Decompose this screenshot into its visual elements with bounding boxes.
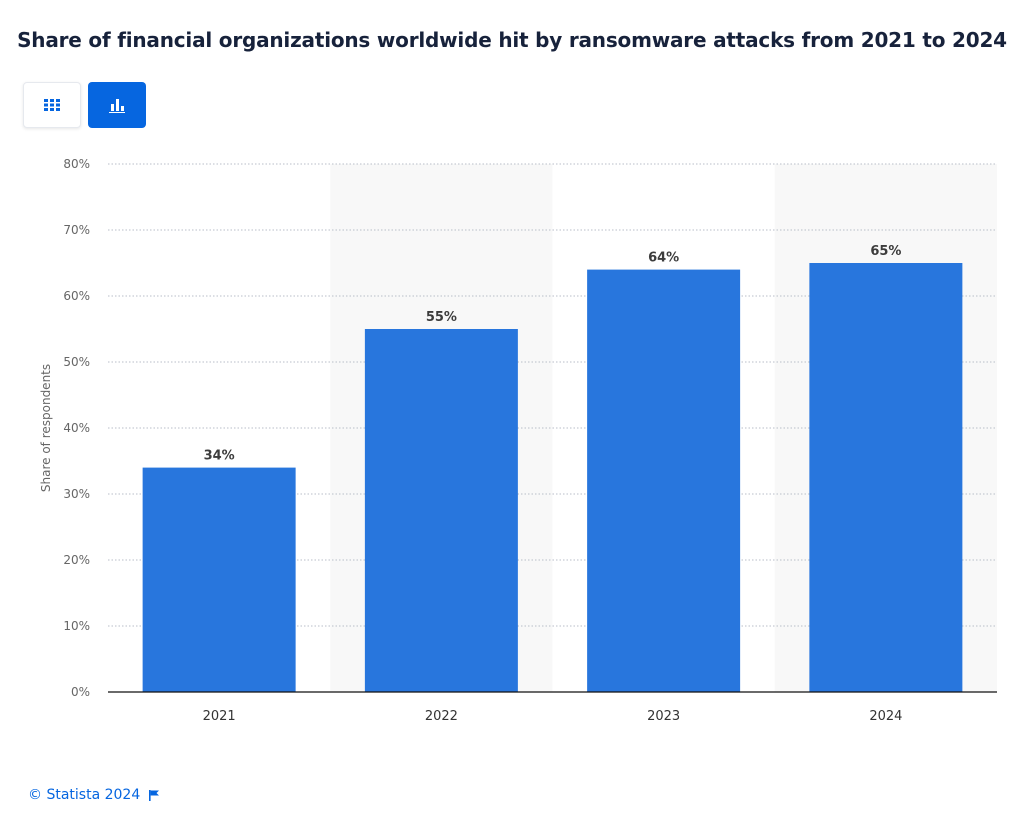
bar-2024 <box>809 263 963 692</box>
table-view-button[interactable] <box>23 82 81 128</box>
data-label-2023: 64% <box>648 251 679 266</box>
chart-title: Share of financial organizations worldwi… <box>17 28 1007 52</box>
bar-chart: 0% 10% 20% 30% 40% 50% 60% 70% 80% 34% 2021 55% 2022… <box>39 157 997 724</box>
y-tick-label: 70% <box>63 223 90 237</box>
y-tick-label: 50% <box>63 355 90 369</box>
flag-icon[interactable] <box>149 789 160 801</box>
bar-2023 <box>587 269 741 692</box>
bar-chart-icon <box>109 99 125 113</box>
y-tick-label: 60% <box>63 289 90 303</box>
y-tick-label: 80% <box>63 157 90 171</box>
x-tick-label-2024: 2024 <box>869 709 902 724</box>
grid-icon <box>44 99 60 111</box>
copyright-text[interactable]: © Statista 2024 <box>28 787 141 803</box>
y-tick-label: 40% <box>63 421 90 435</box>
x-tick-label-2023: 2023 <box>647 709 680 724</box>
y-axis-title: Share of respondents <box>39 364 53 492</box>
y-tick-label: 30% <box>63 487 90 501</box>
x-tick-label-2021: 2021 <box>203 709 236 724</box>
x-tick-label-2022: 2022 <box>425 709 458 724</box>
bar-2021 <box>142 467 296 692</box>
footer: © Statista 2024 <box>28 787 160 803</box>
y-tick-label: 0% <box>71 685 90 699</box>
bar-2022 <box>364 329 518 692</box>
y-tick-label: 20% <box>63 553 90 567</box>
data-label-2021: 34% <box>204 449 235 464</box>
chart-view-button[interactable] <box>88 82 146 128</box>
data-label-2024: 65% <box>870 244 901 259</box>
data-label-2022: 55% <box>426 310 457 325</box>
y-tick-label: 10% <box>63 619 90 633</box>
